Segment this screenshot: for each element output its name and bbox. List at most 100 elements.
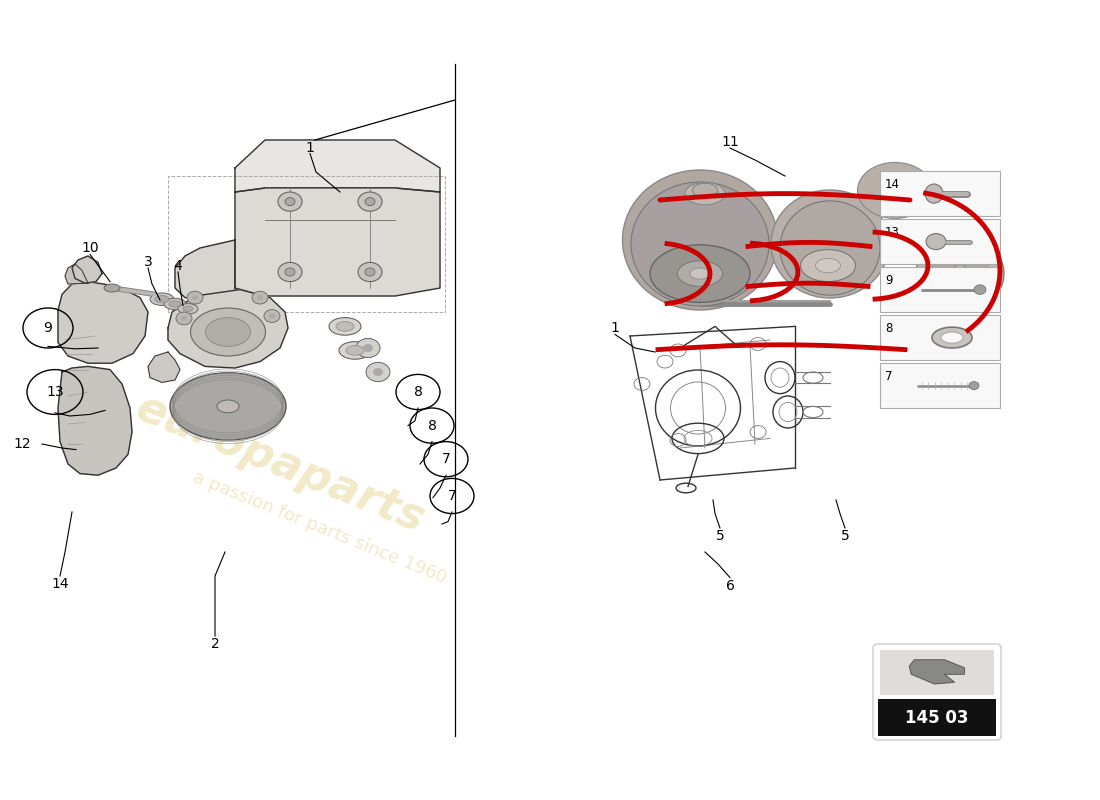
Ellipse shape [952,266,969,282]
Ellipse shape [217,400,239,413]
Ellipse shape [178,303,198,314]
Text: 7: 7 [448,489,456,503]
Polygon shape [235,140,440,192]
Ellipse shape [801,250,856,282]
Text: 2: 2 [210,637,219,651]
Circle shape [187,291,204,304]
Circle shape [365,198,375,206]
Ellipse shape [169,301,182,307]
Text: 9: 9 [886,274,892,286]
Text: 14: 14 [886,178,900,190]
Ellipse shape [631,182,769,306]
Circle shape [365,268,375,276]
Text: 9: 9 [44,321,53,335]
Ellipse shape [329,318,361,335]
Circle shape [192,295,198,300]
Text: 1: 1 [306,141,315,155]
Polygon shape [235,188,440,296]
Circle shape [264,310,280,322]
Ellipse shape [678,261,723,286]
Polygon shape [910,660,965,684]
Text: 1: 1 [610,321,619,335]
Circle shape [366,362,390,382]
Text: 11: 11 [722,135,739,150]
Text: 13: 13 [46,385,64,399]
Ellipse shape [931,249,989,298]
Circle shape [278,262,303,282]
Bar [880,171,1000,216]
Text: 10: 10 [81,241,99,255]
Circle shape [252,291,268,304]
Ellipse shape [206,318,251,346]
Polygon shape [65,264,88,284]
Text: 14: 14 [52,577,69,591]
Text: 8: 8 [428,418,437,433]
Text: 8: 8 [414,385,422,399]
Circle shape [358,192,382,211]
Ellipse shape [339,342,371,359]
Ellipse shape [771,190,889,298]
Ellipse shape [150,293,174,306]
Ellipse shape [170,373,286,440]
Circle shape [926,234,946,250]
Polygon shape [58,366,132,475]
Ellipse shape [940,332,962,343]
Ellipse shape [685,182,725,205]
Circle shape [182,316,187,321]
Ellipse shape [690,268,710,279]
Circle shape [278,192,303,211]
Bar [880,363,1000,408]
Ellipse shape [336,322,354,331]
Text: 6: 6 [726,578,735,593]
Ellipse shape [858,162,933,218]
Ellipse shape [104,284,120,292]
Text: 7: 7 [441,452,450,466]
Ellipse shape [932,327,972,348]
Ellipse shape [183,306,192,311]
Circle shape [176,312,192,325]
Text: 3: 3 [144,255,153,270]
Circle shape [270,314,275,318]
Ellipse shape [925,184,943,203]
Bar [880,650,994,695]
Polygon shape [168,290,288,368]
Text: europaparts: europaparts [129,386,431,542]
Text: a passion for parts since 1960: a passion for parts since 1960 [190,469,450,587]
Ellipse shape [155,295,169,303]
Bar [880,267,1000,312]
Bar [878,699,996,736]
Circle shape [257,295,263,300]
Text: 12: 12 [13,437,31,451]
Text: 8: 8 [886,322,892,334]
Circle shape [974,285,986,294]
Text: 145 03: 145 03 [905,709,969,726]
FancyBboxPatch shape [873,644,1001,740]
Circle shape [356,338,380,358]
Ellipse shape [164,298,186,310]
Polygon shape [58,282,148,363]
Ellipse shape [815,258,840,273]
Ellipse shape [780,201,880,295]
Ellipse shape [623,170,778,310]
Circle shape [285,268,295,276]
Ellipse shape [650,245,750,302]
Text: 7: 7 [886,370,892,382]
Text: 13: 13 [886,226,900,238]
Text: 5: 5 [840,529,849,543]
Circle shape [358,262,382,282]
Polygon shape [175,240,235,300]
Circle shape [363,344,373,352]
Ellipse shape [693,183,717,198]
Ellipse shape [916,235,1004,312]
Circle shape [285,198,295,206]
Polygon shape [148,352,180,382]
Circle shape [969,382,979,390]
Text: 5: 5 [716,529,725,543]
Bar [880,315,1000,360]
Bar [880,219,1000,264]
Circle shape [373,368,383,376]
Ellipse shape [190,308,265,356]
Text: 4: 4 [174,258,183,273]
Ellipse shape [346,346,364,355]
Polygon shape [72,256,102,283]
